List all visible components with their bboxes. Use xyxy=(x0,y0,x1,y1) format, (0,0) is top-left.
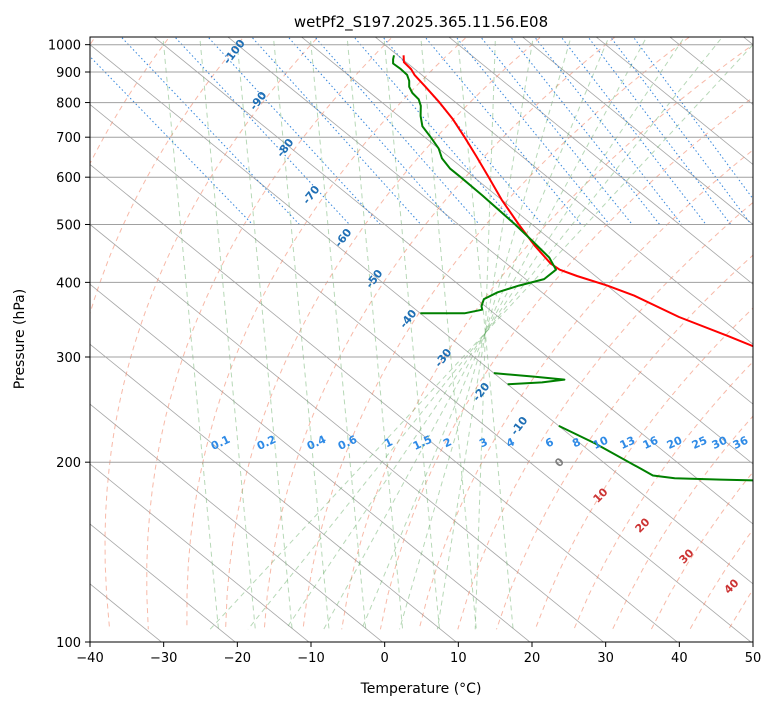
y-tick-label: 400 xyxy=(56,276,81,291)
mixing-ratio-line xyxy=(609,37,752,225)
dry-adiabat-line xyxy=(379,96,753,630)
isotherm-line xyxy=(300,37,753,405)
moist-adiabat-line xyxy=(162,37,219,630)
mixing-ratio-line xyxy=(533,37,683,225)
x-tick-label: 40 xyxy=(671,651,688,666)
dry-adiabat-line xyxy=(186,37,468,630)
isotherm-line xyxy=(374,37,753,345)
x-tick-label: −40 xyxy=(76,651,103,666)
dry-adiabat-line xyxy=(418,149,753,630)
x-axis: −40 −30 −20 −10 0 10 20 30 40 50 xyxy=(76,642,761,666)
mixing-ratio-label: 36 xyxy=(731,434,751,452)
series-layer xyxy=(392,55,753,482)
dry-adiabat-line xyxy=(225,37,542,630)
isotherm-line xyxy=(227,37,753,465)
isotherm-line xyxy=(90,44,753,585)
mixing-ratio-line xyxy=(90,55,253,225)
x-tick-label: 0 xyxy=(381,651,389,666)
background-lines xyxy=(90,37,753,642)
mixing-ratio-line xyxy=(455,37,610,225)
y-axis-label: Pressure (hPa) xyxy=(12,289,28,389)
mixing-ratio-line xyxy=(120,37,300,225)
mixing-ratio-label: 13 xyxy=(618,434,637,452)
x-tick-label: 10 xyxy=(450,651,467,666)
moist-adiabat-line xyxy=(236,37,293,630)
moist-adiabat-line xyxy=(285,37,686,630)
dry-adiabat-line xyxy=(146,37,394,630)
chart-title: wetPf2_S197.2025.365.11.56.E08 xyxy=(294,13,548,32)
x-axis-label: Temperature (°C) xyxy=(360,681,482,697)
y-tick-label: 700 xyxy=(56,131,81,146)
moist-adiabat-line xyxy=(272,37,330,630)
dry-adiabat-line xyxy=(302,37,691,630)
isotherm-line xyxy=(153,37,753,525)
dry-adiabat-line xyxy=(341,44,753,630)
isotherm-line xyxy=(90,403,384,642)
mixing-ratio-line xyxy=(424,37,582,225)
x-tick-label: 20 xyxy=(524,651,541,666)
dry-adiabat-line xyxy=(534,307,753,630)
moist-adiabat-line xyxy=(247,37,723,630)
dewpoint-profile-line xyxy=(493,372,566,386)
dry-adiabat-line xyxy=(90,37,245,316)
x-tick-label: 50 xyxy=(745,651,762,666)
mixing-ratio-label: 16 xyxy=(641,434,661,452)
dry-adiabat-line xyxy=(263,37,616,630)
moist-adiabat-line xyxy=(420,37,477,630)
moist-adiabat-line xyxy=(383,37,440,630)
moist-adiabat-line xyxy=(361,37,610,630)
moist-adiabat-line xyxy=(309,37,367,630)
isotherm-line xyxy=(90,104,752,642)
isotherm-line xyxy=(521,37,753,225)
temperature-profile-line xyxy=(402,55,753,348)
y-tick-label: 1000 xyxy=(48,39,81,54)
y-tick-label: 300 xyxy=(56,351,81,366)
pressure-grid xyxy=(90,44,753,642)
isotherm-line xyxy=(90,463,310,642)
mixing-ratio-label: 10 xyxy=(591,434,611,452)
x-tick-label: −20 xyxy=(224,651,251,666)
y-tick-label: 800 xyxy=(56,97,81,112)
mixing-ratio-label: 30 xyxy=(710,434,730,452)
mixing-ratio-line xyxy=(287,37,455,225)
mixing-ratio-line xyxy=(251,37,422,225)
y-tick-label: 200 xyxy=(56,456,81,471)
x-tick-label: −10 xyxy=(297,651,324,666)
x-tick-label: −30 xyxy=(150,651,177,666)
moist-adiabat-line xyxy=(323,37,648,630)
y-tick-label: 900 xyxy=(56,66,81,81)
dry-adiabat-line xyxy=(573,360,753,630)
moist-adiabat-line xyxy=(346,37,404,630)
plot-frame xyxy=(89,36,754,643)
isotherm-line xyxy=(595,37,753,165)
mixing-ratio-label: 20 xyxy=(665,434,685,452)
isotherm-line xyxy=(90,223,605,642)
mixing-ratio-line xyxy=(480,37,633,225)
mixing-ratio-label: 25 xyxy=(690,434,709,452)
y-tick-label: 100 xyxy=(56,636,81,651)
moist-adiabat-line xyxy=(209,43,753,630)
mixing-ratio-line xyxy=(560,37,707,225)
y-tick-label: 500 xyxy=(56,218,81,233)
isotherm-line xyxy=(90,343,457,642)
x-tick-label: 30 xyxy=(597,651,614,666)
dewpoint-profile-line xyxy=(392,55,557,315)
y-tick-label: 600 xyxy=(56,171,81,186)
moist-adiabat-line xyxy=(474,37,496,630)
isotherm-line xyxy=(90,163,678,642)
dewpoint-profile-line xyxy=(558,424,753,482)
mixing-ratio-line xyxy=(509,37,661,225)
mixing-ratio-line xyxy=(587,37,732,225)
moist-adiabat-line xyxy=(199,37,256,630)
moist-adiabat-line xyxy=(436,37,534,630)
y-axis: 100 200 300 400 500 600 700 800 900 1000 xyxy=(48,39,90,651)
mixing-ratio-line xyxy=(314,37,480,225)
isotherm-line xyxy=(90,523,236,642)
isotherm-line xyxy=(90,283,531,642)
